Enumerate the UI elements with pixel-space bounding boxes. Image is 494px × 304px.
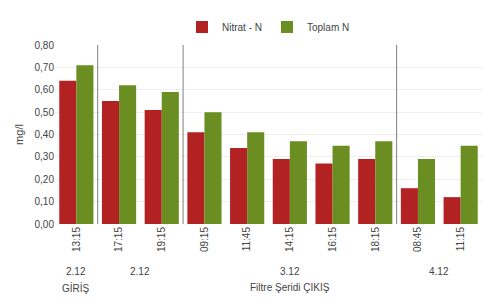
svg-text:13:15: 13:15 — [71, 227, 82, 252]
svg-text:2.12: 2.12 — [66, 266, 86, 277]
svg-text:0,50: 0,50 — [35, 107, 55, 118]
svg-text:0,20: 0,20 — [35, 174, 55, 185]
svg-text:0,70: 0,70 — [35, 62, 55, 73]
svg-text:0,80: 0,80 — [35, 40, 55, 51]
svg-text:0,10: 0,10 — [35, 196, 55, 207]
svg-text:0,60: 0,60 — [35, 84, 55, 95]
svg-text:mg/l: mg/l — [13, 124, 25, 145]
svg-text:11:15: 11:15 — [455, 227, 466, 252]
svg-text:16:15: 16:15 — [327, 227, 338, 252]
svg-text:2.12: 2.12 — [130, 266, 150, 277]
svg-text:4.12: 4.12 — [429, 266, 449, 277]
svg-text:0,30: 0,30 — [35, 151, 55, 162]
svg-text:14:15: 14:15 — [284, 227, 295, 252]
svg-text:08:45: 08:45 — [412, 227, 423, 252]
svg-text:0,00: 0,00 — [35, 219, 55, 230]
svg-text:Nitrat - N: Nitrat - N — [222, 22, 262, 33]
svg-text:0,40: 0,40 — [35, 129, 55, 140]
svg-text:11:45: 11:45 — [241, 227, 252, 252]
svg-text:Toplam N: Toplam N — [307, 22, 349, 33]
svg-text:09:15: 09:15 — [199, 227, 210, 252]
svg-text:Filtre Şeridi ÇIKIŞ: Filtre Şeridi ÇIKIŞ — [250, 282, 330, 293]
svg-text:19:15: 19:15 — [156, 227, 167, 252]
svg-text:GİRİŞ: GİRİŞ — [62, 282, 90, 294]
svg-text:3.12: 3.12 — [280, 266, 300, 277]
svg-text:18:15: 18:15 — [370, 227, 381, 252]
svg-text:17:15: 17:15 — [113, 227, 124, 252]
